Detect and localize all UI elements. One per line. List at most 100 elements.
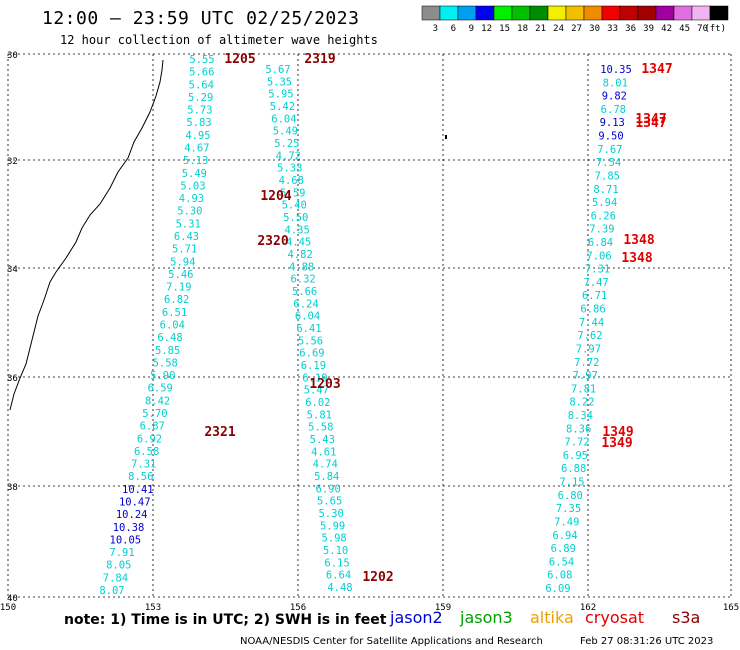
swh-value: 6.71 <box>582 290 607 302</box>
swh-value: 5.46 <box>168 269 193 281</box>
colorbar-label: 39 <box>643 24 654 34</box>
pass-time-label: 1203 <box>309 377 340 392</box>
island-marker <box>445 135 447 139</box>
swh-value: 7.81 <box>571 383 596 395</box>
y-tick-label: 30 <box>7 51 18 61</box>
swh-value: 7.85 <box>595 170 620 182</box>
swh-value: 6.41 <box>296 323 321 335</box>
colorbar-swatch <box>691 5 711 21</box>
swh-value: 5.90 <box>150 370 175 382</box>
colorbar-label: 45 <box>679 24 690 34</box>
swh-value: 10.41 <box>122 484 154 496</box>
swh-value: 5.25 <box>274 138 299 150</box>
swh-value: 5.13 <box>183 155 208 167</box>
coastline <box>9 59 164 411</box>
swh-value: 6.24 <box>293 298 318 310</box>
swh-value: 4.82 <box>287 249 312 261</box>
swh-value: 5.35 <box>267 76 292 88</box>
swh-value: 6.88 <box>561 463 586 475</box>
colorbar-swatch <box>637 5 657 21</box>
swh-value: 5.30 <box>318 508 343 520</box>
swh-value: 5.40 <box>282 200 307 212</box>
map-grid <box>7 53 732 598</box>
colorbar-label: 27 <box>571 24 582 34</box>
swh-value: 5.65 <box>317 496 342 508</box>
x-tick-label: 156 <box>290 603 306 613</box>
swh-value: 4.68 <box>279 175 304 187</box>
swh-value: 6.82 <box>164 294 189 306</box>
swh-value: 4.67 <box>184 143 209 155</box>
credit-line: NOAA/NESDIS Center for Satellite Applica… <box>240 636 543 647</box>
pass-time-label: 1348 <box>621 251 652 266</box>
swh-value: 4.74 <box>313 459 338 471</box>
y-tick-label: 40 <box>7 594 18 604</box>
swh-value: 4.88 <box>289 261 314 273</box>
pass-time-label: 2321 <box>204 425 235 440</box>
swh-value: 5.59 <box>280 187 305 199</box>
swh-value: 6.94 <box>552 530 577 542</box>
swh-value: 6.89 <box>551 543 576 555</box>
swh-value: 8.07 <box>99 585 124 597</box>
map-title: 12:00 – 23:59 UTC 02/25/2023 <box>42 8 360 29</box>
swh-value: 4.61 <box>311 446 336 458</box>
swh-value: 6.95 <box>563 450 588 462</box>
pass-time-label: 1205 <box>224 52 255 67</box>
colorbar-swatch <box>439 5 459 21</box>
swh-value: 6.15 <box>324 557 349 569</box>
swh-value: 7.84 <box>103 572 128 584</box>
pass-values: 5.555.665.645.295.735.834.954.675.135.49… <box>99 54 631 597</box>
swh-value: 10.24 <box>116 509 148 521</box>
swh-value: 7.72 <box>574 357 599 369</box>
swh-value: 5.94 <box>170 256 195 268</box>
swh-value: 4.48 <box>327 582 352 594</box>
legend-cryosat: cryosat <box>585 608 645 627</box>
colorbar-label: 33 <box>607 24 618 34</box>
swh-value: 7.31 <box>131 459 156 471</box>
swh-value: 5.49 <box>182 168 207 180</box>
swh-value: 5.50 <box>283 212 308 224</box>
swh-value: 6.09 <box>545 583 570 595</box>
swh-value: 5.81 <box>307 409 332 421</box>
colorbar-swatch <box>457 5 477 21</box>
colorbar-swatch <box>601 5 621 21</box>
swh-value: 6.04 <box>160 320 185 332</box>
swh-value: 6.86 <box>580 304 605 316</box>
swh-value: 8.42 <box>145 395 170 407</box>
swh-value: 5.85 <box>155 345 180 357</box>
legend-jason3: jason3 <box>460 608 513 627</box>
swh-value: 5.98 <box>321 533 346 545</box>
colorbar-label: (ft) <box>704 24 726 34</box>
colorbar-swatch <box>511 5 531 21</box>
swh-value: 6.48 <box>157 332 182 344</box>
swh-value: 10.47 <box>119 497 151 509</box>
colorbar-swatch <box>655 5 675 21</box>
colorbar-swatch <box>421 5 441 21</box>
colorbar-label: 6 <box>451 24 456 34</box>
swh-value: 6.59 <box>148 383 173 395</box>
swh-value: 4.45 <box>286 237 311 249</box>
swh-value: 5.73 <box>187 105 212 117</box>
x-tick-label: 150 <box>0 603 16 613</box>
y-tick-label: 32 <box>7 157 18 167</box>
colorbar-swatch <box>565 5 585 21</box>
swh-value: 4.72 <box>276 150 301 162</box>
pass-time-label: 2320 <box>257 234 288 249</box>
swh-value: 5.30 <box>177 206 202 218</box>
swh-value: 7.35 <box>556 503 581 515</box>
colorbar-swatch <box>529 5 549 21</box>
swh-value: 6.43 <box>174 231 199 243</box>
time-values: 1205 231912042320120323211202134713471347… <box>204 52 672 585</box>
swh-value: 7.49 <box>554 516 579 528</box>
swh-value: 7.06 <box>586 250 611 262</box>
swh-value: 5.31 <box>176 218 201 230</box>
swh-value: 6.26 <box>591 210 616 222</box>
swh-value: 6.90 <box>316 483 341 495</box>
swh-value: 7.39 <box>589 224 614 236</box>
swh-value: 7.31 <box>585 264 610 276</box>
swh-value: 7.91 <box>109 547 134 559</box>
pass-time-label: 1348 <box>623 233 654 248</box>
swh-value: 7.62 <box>577 330 602 342</box>
tick-labels: 150 153 156 159 162 165 30 32 34 36 38 40 <box>0 51 739 613</box>
swh-value: 6.84 <box>588 237 613 249</box>
